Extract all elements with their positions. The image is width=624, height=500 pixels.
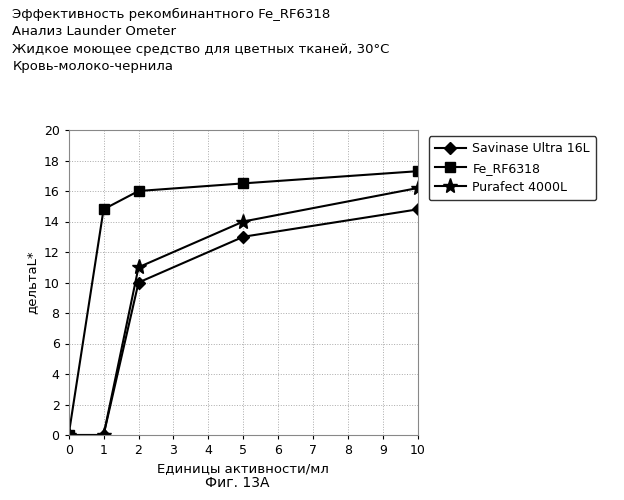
Savinase Ultra 16L: [414, 206, 422, 212]
Fe_RF6318: [65, 432, 72, 438]
Fe_RF6318: [135, 188, 142, 194]
Fe_RF6318: [414, 168, 422, 174]
Purafect 4000L: [414, 185, 422, 191]
Fe_RF6318: [100, 206, 107, 212]
Savinase Ultra 16L: [65, 432, 72, 438]
Legend: Savinase Ultra 16L, Fe_RF6318, Purafect 4000L: Savinase Ultra 16L, Fe_RF6318, Purafect …: [429, 136, 596, 200]
Text: Эффективность рекомбинантного Fe_RF6318
Анализ Launder Ometer
Жидкое моющее сред: Эффективность рекомбинантного Fe_RF6318 …: [12, 8, 390, 73]
Purafect 4000L: [240, 218, 247, 224]
Fe_RF6318: [240, 180, 247, 186]
Purafect 4000L: [65, 432, 72, 438]
Savinase Ultra 16L: [135, 280, 142, 285]
Text: Фиг. 13A: Фиг. 13A: [205, 476, 270, 490]
Savinase Ultra 16L: [240, 234, 247, 240]
Savinase Ultra 16L: [100, 432, 107, 438]
Purafect 4000L: [135, 264, 142, 270]
Y-axis label: дельтаL*: дельтаL*: [25, 250, 38, 314]
Line: Savinase Ultra 16L: Savinase Ultra 16L: [64, 205, 422, 439]
X-axis label: Единицы активности/мл: Единицы активности/мл: [157, 462, 329, 475]
Line: Fe_RF6318: Fe_RF6318: [64, 166, 423, 440]
Line: Purafect 4000L: Purafect 4000L: [61, 180, 426, 442]
Purafect 4000L: [100, 432, 107, 438]
